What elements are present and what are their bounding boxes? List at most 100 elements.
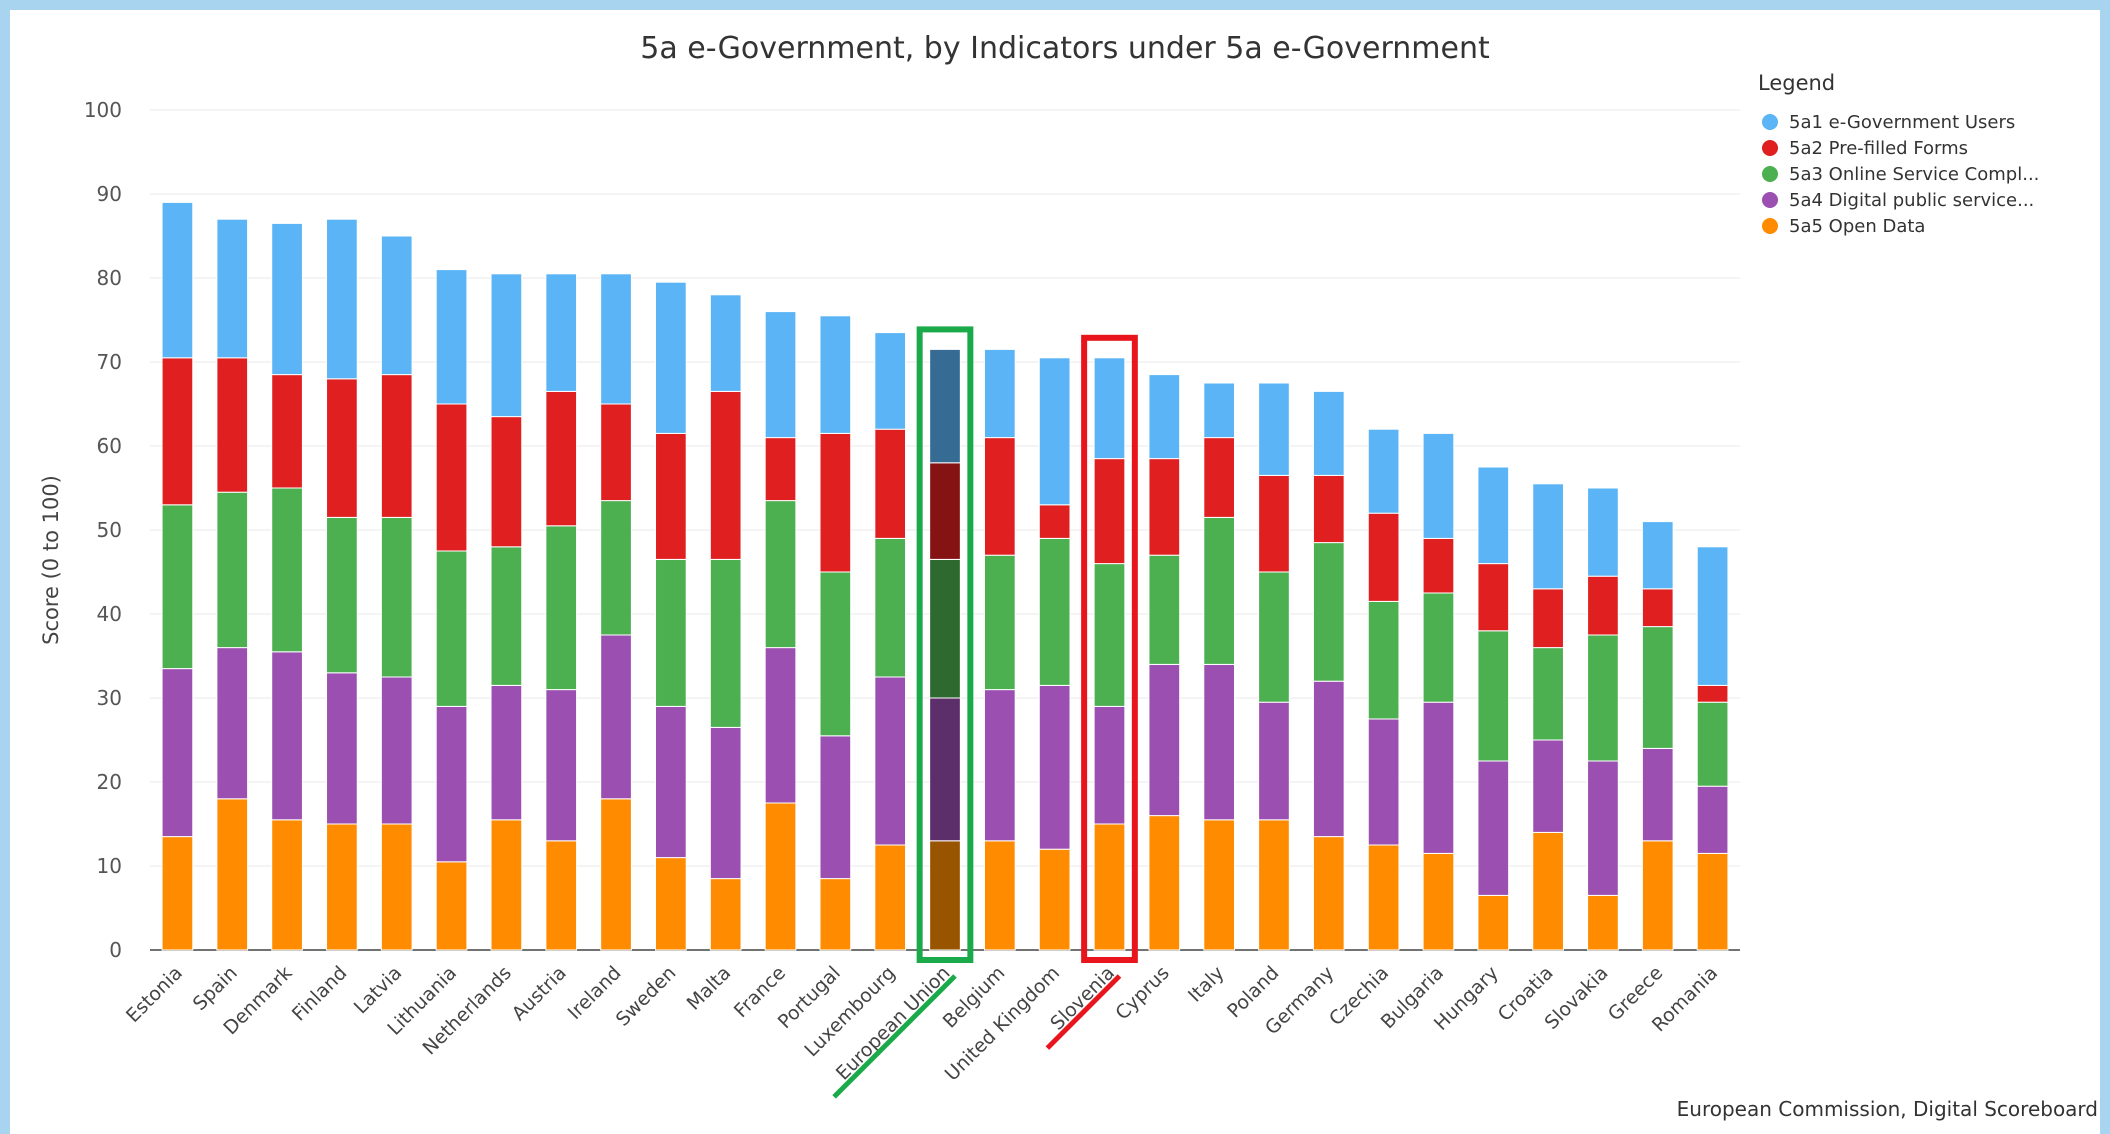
y-tick-label: 40 bbox=[97, 602, 122, 626]
bar-segment bbox=[819, 432, 852, 573]
bar-segment bbox=[435, 269, 468, 405]
bar-segment bbox=[709, 390, 742, 560]
bar-segment bbox=[983, 689, 1016, 842]
bar-segment bbox=[874, 428, 907, 539]
bar-segment bbox=[874, 537, 907, 678]
bar-segment bbox=[1038, 848, 1071, 951]
bar-segment bbox=[929, 697, 961, 842]
bar-segment bbox=[1203, 663, 1235, 821]
y-axis-ticks: 0 10 20 30 40 50 60 70 80 90 100 bbox=[84, 98, 122, 962]
y-tick-label: 80 bbox=[97, 266, 122, 290]
bar-segment bbox=[1422, 592, 1455, 703]
legend-entry: 5a4 Digital public service... bbox=[1789, 190, 2034, 211]
x-tick-label: Malta bbox=[683, 962, 736, 1015]
legend-entry: 5a5 Open Data bbox=[1789, 216, 1925, 237]
bar-segment bbox=[600, 273, 632, 405]
bar-segment bbox=[764, 647, 797, 804]
legend-marker bbox=[1762, 140, 1778, 156]
highlight-underline bbox=[1045, 974, 1122, 1050]
bar-segment bbox=[1093, 458, 1126, 565]
bar-segment bbox=[435, 550, 468, 707]
bar-segment bbox=[1367, 428, 1400, 514]
bars-group bbox=[161, 201, 1729, 951]
bar-segment bbox=[326, 516, 358, 674]
highlight-box bbox=[916, 326, 974, 963]
bar-segment bbox=[435, 403, 468, 552]
bar-segment bbox=[1587, 575, 1619, 636]
legend-entry: 5a1 e-Government Users bbox=[1789, 112, 2015, 133]
chart-frame: 5a e-Government, by Indicators under 5a … bbox=[10, 10, 2100, 1134]
bar-segment bbox=[1093, 823, 1126, 951]
bar-segment bbox=[600, 634, 632, 800]
bar-segment bbox=[216, 647, 249, 800]
bar-segment bbox=[655, 432, 687, 560]
bar-segment bbox=[490, 684, 523, 821]
bar-stack bbox=[983, 348, 1016, 951]
bar-segment bbox=[929, 462, 961, 560]
bar-stack bbox=[435, 269, 468, 951]
bar-segment bbox=[490, 273, 523, 418]
bar-segment bbox=[1422, 537, 1455, 594]
y-tick-label: 50 bbox=[97, 518, 122, 542]
bar-segment bbox=[1367, 600, 1400, 720]
bar-stack bbox=[380, 235, 413, 951]
bar-segment bbox=[1696, 852, 1729, 951]
bar-segment bbox=[1148, 374, 1181, 460]
legend-entry: 5a3 Online Service Compl... bbox=[1789, 164, 2039, 185]
bar-stack bbox=[764, 311, 797, 951]
highlight-underline bbox=[832, 974, 957, 1099]
bar-segment bbox=[1312, 390, 1345, 476]
bar-segment bbox=[1422, 852, 1455, 951]
bar-segment bbox=[1532, 831, 1564, 951]
bar-segment bbox=[1038, 357, 1071, 506]
bar-segment bbox=[1641, 840, 1674, 951]
bar-stack bbox=[326, 218, 358, 951]
bar-segment bbox=[161, 504, 194, 670]
bar-segment bbox=[1258, 819, 1290, 951]
bar-segment bbox=[216, 491, 249, 649]
bar-segment bbox=[1203, 437, 1235, 518]
bar-stack bbox=[271, 222, 303, 951]
bar-segment bbox=[1203, 819, 1235, 951]
bar-segment bbox=[545, 525, 578, 691]
legend: 5a1 e-Government Users 5a2 Pre-filled For… bbox=[1762, 112, 2039, 237]
bar-segment bbox=[1312, 474, 1345, 544]
bar-segment bbox=[929, 348, 961, 464]
bar-segment bbox=[1258, 474, 1290, 573]
bar-segment bbox=[1587, 634, 1619, 762]
legend-title: Legend bbox=[1758, 71, 1835, 95]
bar-segment bbox=[1093, 705, 1126, 825]
y-tick-label: 30 bbox=[97, 686, 122, 710]
x-tick-label: Sweden bbox=[612, 962, 681, 1031]
bar-segment bbox=[1641, 626, 1674, 749]
bar-segment bbox=[380, 823, 413, 951]
bar-segment bbox=[709, 878, 742, 951]
bar-segment bbox=[600, 798, 632, 951]
bar-segment bbox=[161, 836, 194, 951]
bar-segment bbox=[216, 218, 249, 359]
bar-segment bbox=[271, 651, 303, 821]
bar-segment bbox=[545, 840, 578, 951]
bar-segment bbox=[600, 403, 632, 502]
x-tick-label: Austria bbox=[508, 962, 571, 1025]
bar-segment bbox=[874, 676, 907, 846]
bar-segment bbox=[764, 311, 797, 439]
bar-segment bbox=[326, 823, 358, 951]
bar-stack bbox=[1477, 466, 1510, 951]
bar-segment bbox=[326, 378, 358, 518]
x-axis-ticks: Estonia SpainDenmarkFinlandLatviaLithuani… bbox=[122, 962, 1722, 1085]
source-credit: European Commission, Digital Scoreboard bbox=[1677, 1097, 2098, 1121]
bar-segment bbox=[1258, 701, 1290, 821]
bar-segment bbox=[1477, 630, 1510, 762]
bar-segment bbox=[1532, 483, 1564, 590]
y-tick-label: 100 bbox=[84, 98, 122, 122]
bar-segment bbox=[435, 861, 468, 951]
bar-segment bbox=[764, 500, 797, 649]
bar-stack bbox=[161, 201, 194, 951]
bar-stack bbox=[600, 273, 632, 951]
bar-segment bbox=[1367, 844, 1400, 951]
bar-segment bbox=[380, 516, 413, 678]
bar-segment bbox=[161, 357, 194, 506]
bar-segment bbox=[1367, 512, 1400, 602]
bar-segment bbox=[1641, 521, 1674, 590]
